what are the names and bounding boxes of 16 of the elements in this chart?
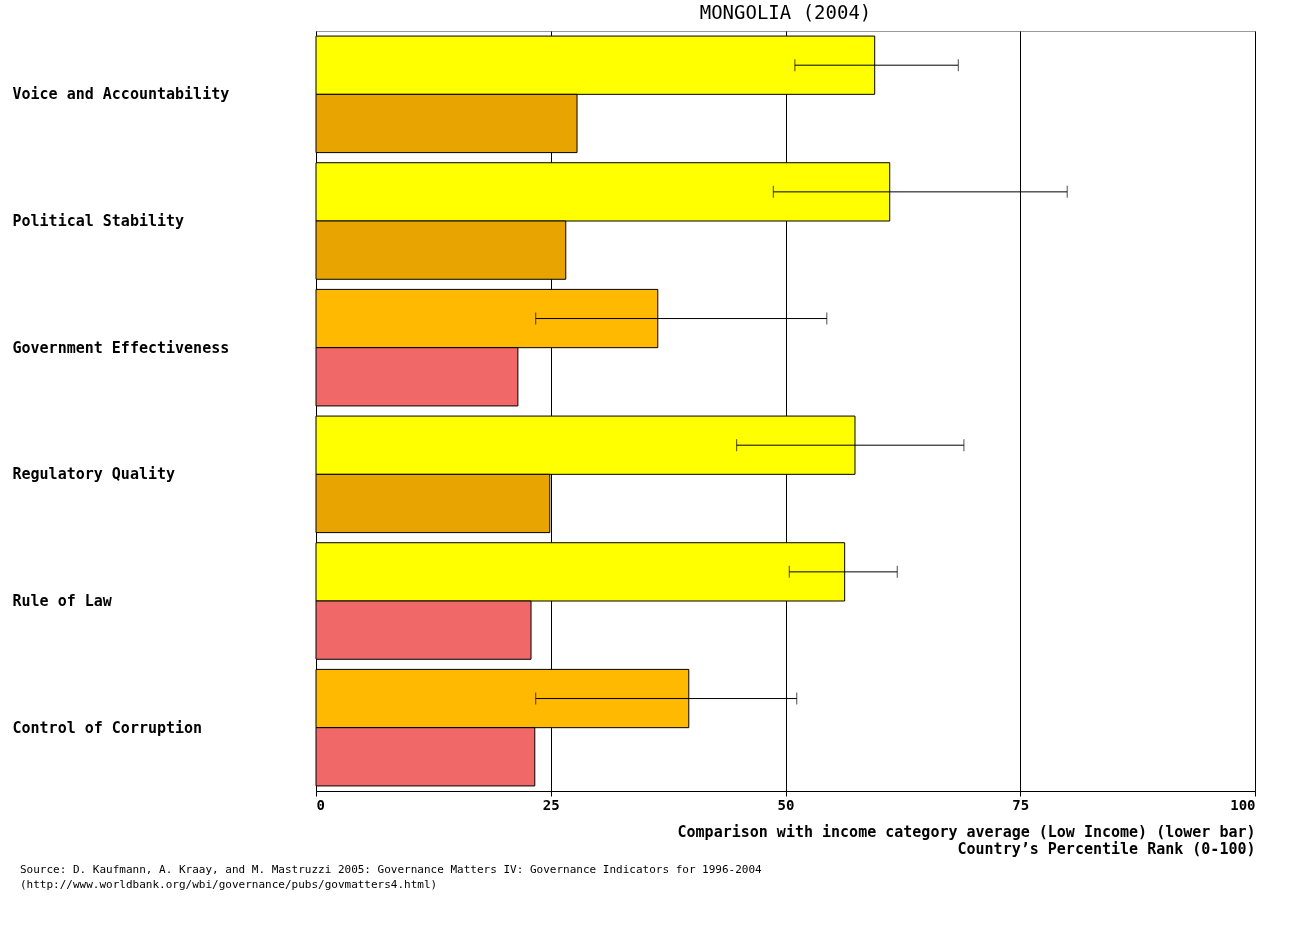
y-tick-label: Voice and Accountability bbox=[12, 85, 230, 104]
x-tick-label: 100 bbox=[1230, 796, 1256, 813]
source-note: Source: D. Kaufmann, A. Kraay, and M. Mastruzzi 2005: Governance Matters IV: Governance Indicators for 1996-2004 bbox=[20, 862, 763, 877]
x-tick-label: 25 bbox=[542, 796, 560, 813]
x-tick-label: 50 bbox=[777, 796, 795, 813]
text: Comparison with income category average (Low Income) (lower bar) bbox=[677, 822, 1256, 841]
x-axis-title: Country’s Percentile Rank (0-100) bbox=[957, 839, 1256, 858]
y-tick-label: Government Effectiveness bbox=[12, 338, 230, 357]
chart-title: MONGOLIA (2004) bbox=[699, 1, 872, 23]
y-tick-label: Political Stability bbox=[12, 212, 185, 230]
y-tick-label: Rule of Law bbox=[12, 592, 113, 610]
y-tick-label: Control of Corruption bbox=[12, 718, 203, 737]
text: (http://www.worldbank.org/wbi/governance/pubs/govmatters4.html) bbox=[20, 877, 439, 892]
y-tick-label: Regulatory Quality bbox=[12, 465, 176, 484]
x-tick-label: 0 bbox=[316, 796, 325, 813]
x-tick-label: 75 bbox=[1012, 796, 1030, 813]
